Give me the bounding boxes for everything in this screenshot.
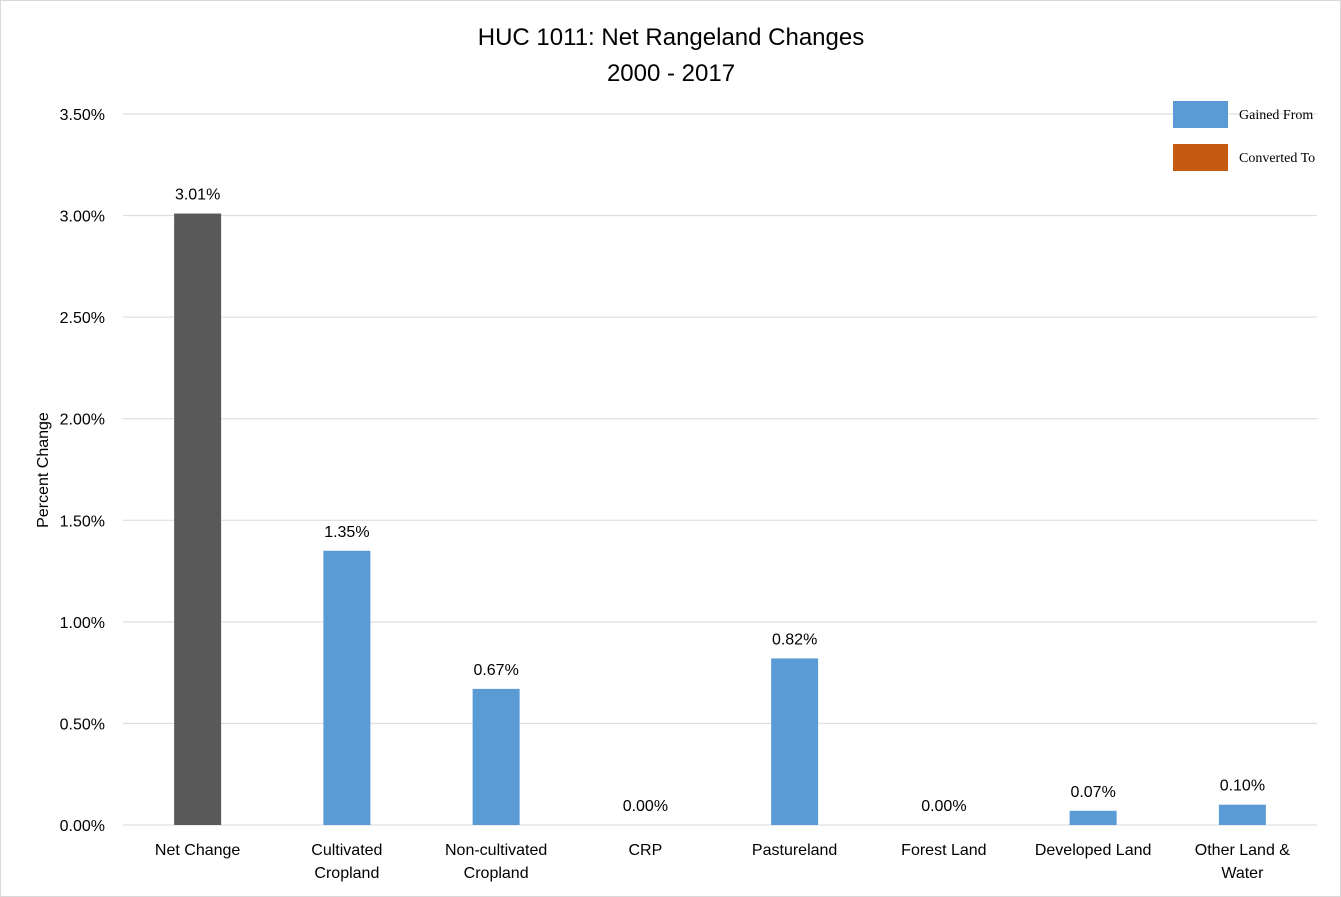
y-tick-label: 2.50% (60, 310, 105, 327)
data-labels: 3.01% 1.35% 0.67% 0.00% 0.82% 0.00% 0.07% 0.10% (175, 187, 1265, 815)
x-category-label: Pastureland (752, 842, 837, 859)
bar (472, 688, 520, 825)
x-category-label: Other Land & (1195, 842, 1291, 859)
data-label: 0.00% (921, 798, 966, 815)
bar (1069, 810, 1117, 825)
data-label: 0.00% (623, 798, 668, 815)
x-category-label: Cropland (314, 865, 379, 882)
bar (771, 658, 819, 825)
x-category-label: Net Change (155, 842, 240, 859)
legend-label: Converted To (1239, 151, 1315, 166)
y-tick-label: 3.50% (60, 107, 105, 124)
legend-label: Gained From (1239, 108, 1313, 123)
y-axis-ticks: 0.00% 0.50% 1.00% 1.50% 2.00% 2.50% 3.00% 3.50% (60, 107, 105, 835)
legend-swatch (1173, 144, 1228, 171)
y-tick-label: 2.00% (60, 412, 105, 429)
gridlines (123, 113, 1317, 826)
x-axis-categories: Net Change Cultivated Cropland Non-cultivat… (155, 842, 1290, 882)
data-label: 0.82% (772, 631, 817, 648)
bar (174, 213, 222, 826)
legend: Gained From Converted To (1173, 101, 1315, 171)
bar (323, 550, 371, 825)
chart-title: HUC 1011: Net Rangeland Changes (478, 24, 864, 51)
x-category-label: Cultivated (311, 842, 382, 859)
y-tick-label: 1.00% (60, 615, 105, 632)
chart-subtitle: 2000 - 2017 (607, 60, 735, 87)
data-label: 0.67% (473, 662, 518, 679)
data-label: 0.07% (1070, 784, 1115, 801)
bar (1218, 804, 1266, 825)
y-tick-label: 0.00% (60, 818, 105, 835)
x-category-label: Cropland (464, 865, 529, 882)
bars (174, 213, 1266, 826)
x-category-label: Water (1221, 865, 1264, 882)
y-tick-label: 3.00% (60, 209, 105, 226)
y-axis-label: Percent Change (35, 412, 52, 528)
x-category-label: CRP (628, 842, 662, 859)
y-tick-label: 1.50% (60, 513, 105, 530)
x-category-label: Developed Land (1035, 842, 1152, 859)
data-label: 1.35% (324, 524, 369, 541)
legend-swatch (1173, 101, 1228, 128)
data-label: 0.10% (1220, 778, 1265, 795)
y-tick-label: 0.50% (60, 716, 105, 733)
x-category-label: Forest Land (901, 842, 986, 859)
x-category-label: Non-cultivated (445, 842, 547, 859)
data-label: 3.01% (175, 187, 220, 204)
